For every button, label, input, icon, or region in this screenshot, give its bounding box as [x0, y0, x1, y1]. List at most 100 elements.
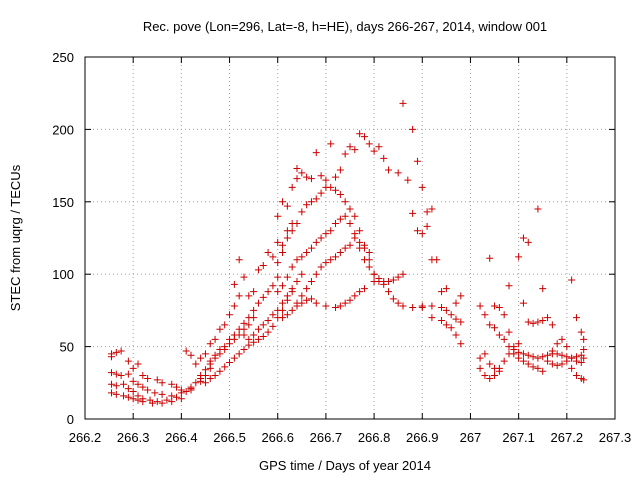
- data-point: [515, 253, 523, 261]
- data-point: [385, 166, 393, 174]
- data-point: [317, 189, 325, 197]
- data-point: [158, 390, 166, 398]
- data-point: [486, 360, 494, 368]
- data-point: [312, 299, 320, 307]
- data-point: [317, 234, 325, 242]
- data-point: [529, 319, 537, 327]
- data-point: [279, 314, 287, 322]
- data-point: [356, 238, 364, 246]
- data-point: [312, 238, 320, 246]
- data-point: [447, 311, 455, 319]
- data-point: [230, 354, 238, 362]
- data-point: [201, 350, 209, 358]
- data-point: [259, 262, 267, 270]
- data-point: [486, 321, 494, 329]
- data-point: [259, 332, 267, 340]
- data-point: [385, 277, 393, 285]
- data-point: [572, 314, 580, 322]
- data-point: [283, 234, 291, 242]
- data-point: [211, 351, 219, 359]
- data-point: [332, 173, 340, 181]
- data-point: [117, 347, 125, 355]
- data-point: [322, 302, 330, 310]
- data-point: [230, 280, 238, 288]
- data-point: [438, 288, 446, 296]
- data-point: [534, 318, 542, 326]
- data-point: [322, 259, 330, 267]
- data-point: [476, 354, 484, 362]
- data-points: [108, 99, 588, 407]
- data-point: [235, 325, 243, 333]
- data-point: [539, 317, 547, 325]
- data-point: [293, 256, 301, 264]
- data-point: [226, 335, 234, 343]
- data-point: [442, 285, 450, 293]
- data-point: [279, 282, 287, 290]
- data-point: [274, 273, 282, 281]
- data-point: [476, 364, 484, 372]
- data-point: [187, 386, 195, 394]
- data-point: [298, 270, 306, 278]
- data-point: [500, 311, 508, 319]
- data-point: [418, 183, 426, 191]
- data-point: [307, 277, 315, 285]
- data-point: [108, 389, 115, 397]
- data-point: [250, 306, 258, 314]
- data-point: [548, 360, 556, 368]
- data-point: [553, 361, 561, 369]
- data-point: [346, 296, 354, 304]
- data-point: [351, 146, 359, 154]
- data-point: [216, 345, 224, 353]
- y-tick-label: 0: [67, 412, 74, 427]
- data-point: [254, 325, 262, 333]
- data-point: [151, 389, 159, 397]
- data-point: [298, 253, 306, 261]
- data-point: [510, 350, 518, 358]
- data-point: [548, 321, 556, 329]
- y-tick-label: 150: [52, 195, 74, 210]
- data-point: [423, 222, 431, 230]
- data-point: [394, 299, 402, 307]
- data-point: [124, 385, 132, 393]
- data-point: [519, 350, 527, 358]
- data-point: [524, 360, 532, 368]
- x-tick-label: 267: [460, 430, 482, 445]
- data-point: [356, 288, 364, 296]
- data-point: [303, 173, 311, 181]
- data-point: [486, 254, 494, 262]
- data-point: [235, 256, 243, 264]
- data-point: [274, 288, 282, 296]
- data-point: [120, 380, 128, 388]
- data-point: [307, 244, 315, 252]
- data-point: [380, 280, 388, 288]
- data-point: [389, 295, 397, 303]
- data-point: [356, 227, 364, 235]
- data-point: [332, 253, 340, 261]
- data-point: [336, 215, 344, 223]
- data-point: [139, 398, 147, 406]
- data-point: [322, 230, 330, 238]
- x-tick-label: 266.6: [261, 430, 294, 445]
- data-point: [230, 302, 238, 310]
- data-point: [303, 201, 311, 209]
- data-point: [356, 130, 364, 138]
- data-point: [568, 354, 576, 362]
- data-point: [481, 372, 489, 380]
- data-point: [495, 304, 503, 312]
- data-point: [452, 315, 460, 323]
- x-tick-label: 266.2: [69, 430, 102, 445]
- data-point: [500, 357, 508, 365]
- x-tick-labels: 266.2 266.3 266.4 266.5 266.6 266.7 266.8 266.9…: [69, 430, 632, 445]
- data-point: [351, 212, 359, 220]
- data-point: [245, 314, 253, 322]
- y-tick-label: 200: [52, 122, 74, 137]
- data-point: [240, 331, 248, 339]
- data-point: [283, 292, 291, 300]
- data-point: [341, 150, 349, 158]
- data-point: [298, 299, 306, 307]
- data-point: [544, 314, 552, 322]
- data-point: [399, 302, 407, 310]
- data-point: [139, 383, 147, 391]
- data-point: [515, 348, 523, 356]
- data-point: [332, 304, 340, 312]
